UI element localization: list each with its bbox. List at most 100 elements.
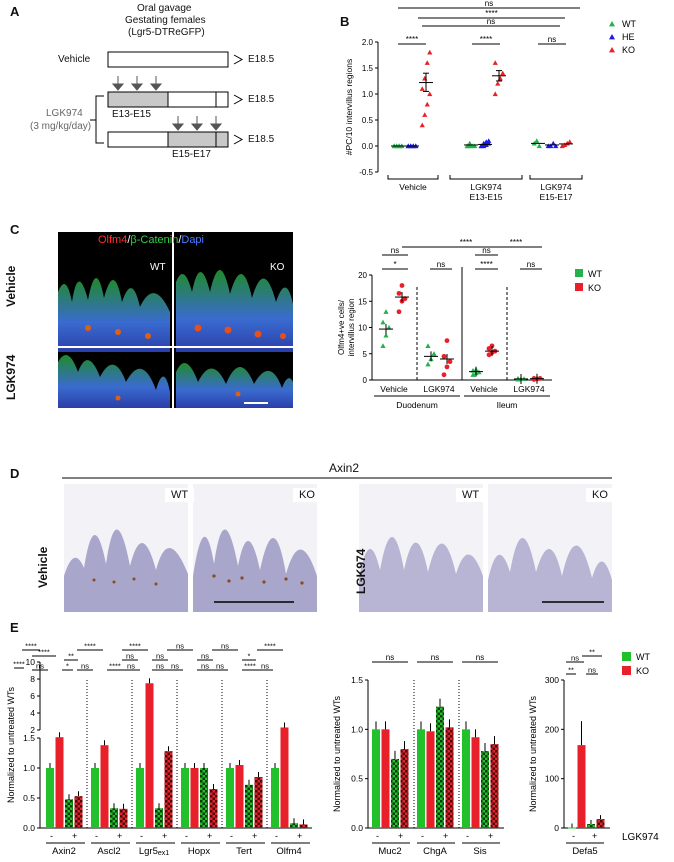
e1-ytick-label: 1.0 — [23, 763, 35, 773]
e1-sig-label: ns — [201, 662, 209, 671]
panel-a-title-2: Gestating females — [125, 15, 206, 26]
e1-gene-label: Ascl2 — [97, 846, 120, 857]
c-sig-label: ns — [482, 246, 490, 255]
b-point-ko — [562, 142, 568, 148]
c-point-ko — [399, 283, 405, 288]
c-point-ko — [396, 290, 402, 296]
c-point-ko — [444, 338, 450, 344]
c-ylabel: Olfm4+ve cells/ — [337, 299, 346, 355]
c-point-ko — [441, 353, 447, 359]
b-point-ko — [427, 91, 433, 97]
c-tissue-label: Duodenum — [396, 400, 438, 410]
e-legend-label: WT — [636, 652, 650, 662]
c-ytick-label: 20 — [358, 271, 367, 280]
panel-b-chart: -0.5 0.0 0.5 1.0 1.5 2.0 #PC/10 intervillus re… — [344, 0, 636, 202]
e1-bar — [65, 799, 73, 828]
e1-bar — [299, 824, 308, 828]
e1-gene-label: Tert — [236, 846, 252, 857]
e2-ytick-label: 0.5 — [351, 774, 363, 784]
e-legend-swatch — [622, 652, 631, 661]
panel-d-ihc — [64, 484, 612, 612]
panel-a-endpoint-1: E18.5 — [248, 54, 275, 65]
e1-plus: + — [207, 831, 212, 841]
panel-c-chart: 0 5 10 15 20 Olfm4+ve cells/intervillus regio… — [337, 238, 602, 410]
panel-d-col-ko-1: KO — [293, 488, 321, 502]
e1-gene-label: Hopx — [188, 846, 210, 857]
panel-c-stain-label: Olfm4/β-Catenin/Dapi — [98, 234, 204, 246]
micrograph-lgk-wt — [58, 354, 170, 408]
e1-sig-label: **** — [109, 662, 121, 671]
e2-bar — [481, 751, 489, 828]
e1-ytick-label: 1.5 — [23, 733, 35, 743]
b-legend-marker — [609, 21, 615, 27]
b-point-ko — [427, 49, 433, 55]
e1-bar — [245, 784, 253, 828]
e1-gene-sub: ex1 — [158, 850, 169, 857]
e-legend-label: KO — [636, 666, 649, 676]
c-sig-label: * — [393, 260, 396, 269]
e2-bar — [372, 729, 380, 828]
b-ylabel: #PC/10 intervillus regions — [344, 59, 354, 155]
e1-bar — [290, 823, 298, 828]
c-point-wt — [383, 332, 389, 338]
e1-sig-label: **** — [25, 642, 37, 651]
e1-minus: - — [95, 831, 98, 841]
panel-a-schematic — [90, 51, 244, 148]
e1-minus: - — [140, 831, 143, 841]
e1-plus: + — [72, 831, 77, 841]
c-ytick-label: 5 — [363, 350, 368, 359]
micrograph-vehicle-wt — [58, 277, 170, 352]
e2-ytick-label: 1.5 — [351, 675, 363, 685]
e1-ytick-label: 0.0 — [23, 823, 35, 833]
e3-sig-label: ns — [588, 666, 596, 675]
b-point-he — [553, 143, 559, 149]
c-point-wt — [380, 319, 386, 325]
panel-a-title-1: Oral gavage — [137, 3, 192, 14]
stain-dapi: Dapi — [181, 234, 204, 246]
c-legend-swatch — [575, 283, 583, 291]
b-group-bracket — [449, 175, 523, 180]
e2-sig-label: ns — [476, 653, 484, 662]
e1-sig-label: ns — [221, 642, 229, 651]
e2-minus: - — [376, 831, 379, 841]
e2-bar — [490, 744, 499, 828]
e3-ylabel: Normalized to untreated WTs — [528, 695, 538, 812]
micrograph-vehicle-ko — [176, 269, 293, 352]
b-legend-marker — [609, 47, 615, 53]
b-point-ko — [500, 70, 506, 76]
b-point-ko — [495, 81, 501, 86]
b-ytick-label: -0.5 — [359, 168, 373, 177]
panel-d-col-ko-2: KO — [586, 488, 614, 502]
c-point-ko — [444, 364, 450, 370]
b-point-he — [550, 140, 556, 146]
c-point-wt — [380, 343, 386, 348]
e1-sig-label: **** — [13, 660, 25, 669]
e2-plus: + — [398, 831, 403, 841]
c-legend-swatch — [575, 269, 583, 277]
e3-ytick-label: 300 — [545, 675, 559, 685]
e1-sig-label: ns — [261, 662, 269, 671]
e1-sig-label: ns — [216, 662, 224, 671]
b-legend-marker — [609, 34, 615, 40]
c-point-ko — [489, 343, 495, 349]
e2-bar — [426, 731, 435, 828]
e3-ytick-label: 200 — [545, 724, 559, 734]
e1-ytick-label: 4 — [30, 708, 35, 718]
e2-ytick-label: 0.0 — [351, 823, 363, 833]
b-group-bracket — [387, 175, 439, 180]
b-group-label: E13-E15 — [469, 192, 502, 202]
c-sig-label: **** — [510, 238, 522, 247]
panel-d-title: Axin2 — [329, 461, 360, 475]
c-ytick-label: 10 — [358, 324, 367, 333]
b-sig-label: **** — [480, 35, 492, 44]
c-xlabel: LGK974 — [423, 384, 454, 394]
b-point-wt — [464, 143, 470, 149]
b-point-ko — [492, 91, 498, 97]
e2-plus: + — [443, 831, 448, 841]
c-point-wt — [431, 351, 437, 356]
panel-d-letter: D — [10, 466, 20, 481]
c-point-wt — [383, 309, 389, 314]
e1-bar — [74, 796, 83, 828]
e2-bar — [471, 737, 480, 828]
